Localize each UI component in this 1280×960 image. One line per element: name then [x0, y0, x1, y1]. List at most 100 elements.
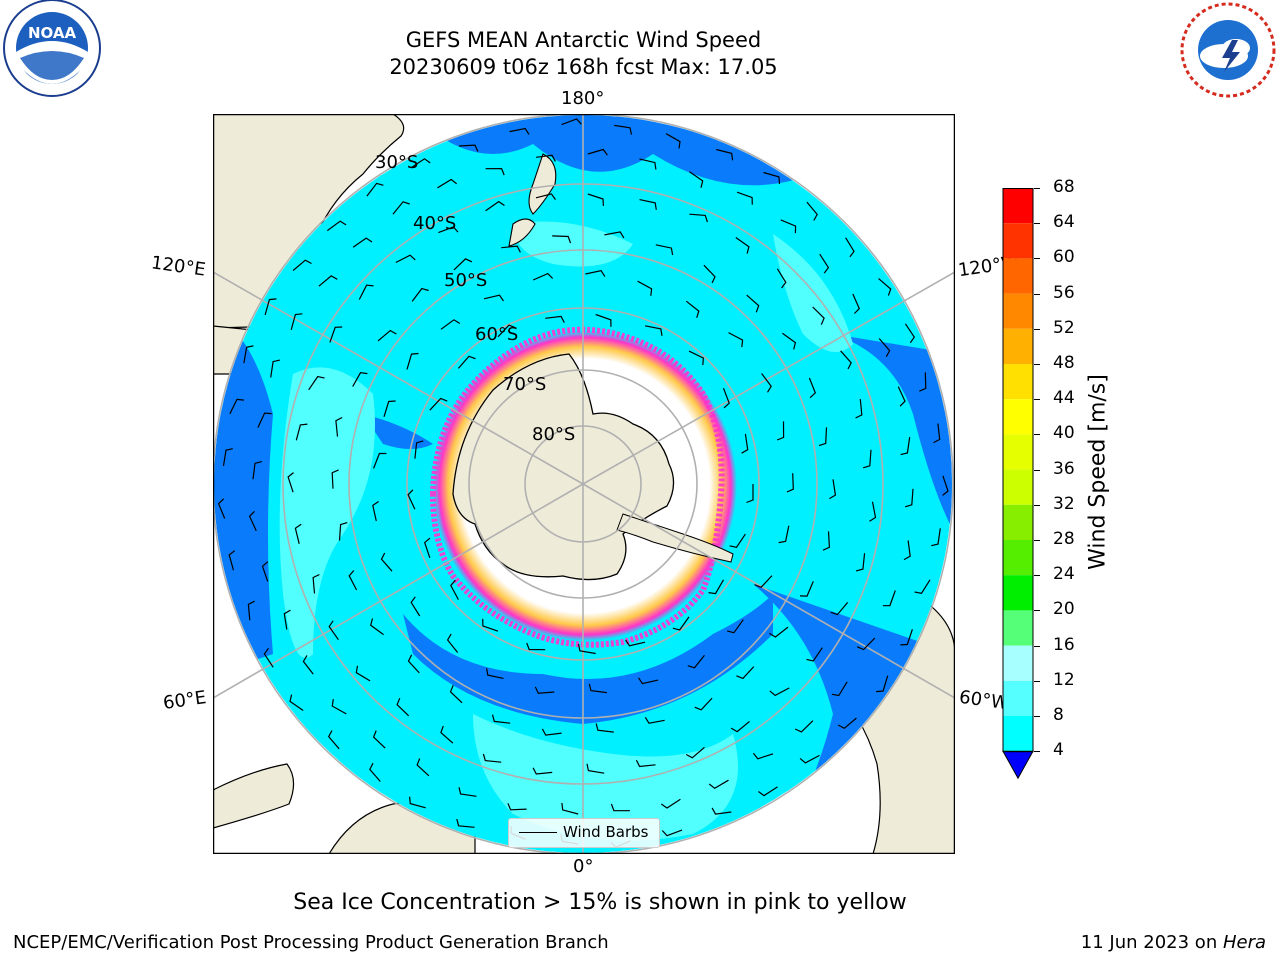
wind-barb: [532, 272, 554, 281]
lon-label-60e: 60°E: [161, 687, 208, 714]
colorbar-segment: [1003, 434, 1033, 470]
wind-barb: [769, 626, 789, 638]
colorbar-segment: [1003, 504, 1033, 540]
wind-barb: [416, 758, 430, 777]
antarctic-map: [212, 113, 956, 855]
wind-barb: [509, 127, 530, 135]
caption-wrap: Sea Ice Concentration > 15% is shown in …: [0, 890, 1280, 915]
nws-logo: [1176, 0, 1280, 100]
wind-barb: [876, 675, 889, 693]
wind-barb: [328, 620, 339, 641]
wind-barb: [752, 752, 774, 760]
wind-barb: [501, 245, 521, 253]
lat-label-70s: 70°S: [503, 374, 547, 395]
wind-barb: [552, 235, 572, 244]
wind-barb: [586, 763, 605, 774]
wind-barb: [326, 220, 347, 232]
colorbar-tick: [1034, 469, 1040, 471]
wind-barb: [716, 148, 734, 161]
wind-barb: [243, 345, 254, 364]
footer-date-text: 11 Jun 2023 on: [1080, 932, 1223, 953]
wind-barb: [900, 629, 913, 646]
wind-barb: [370, 618, 384, 636]
wind-barb: [688, 350, 705, 366]
wind-barb: [534, 686, 555, 694]
wind-barb: [248, 510, 257, 532]
wind-barb: [897, 386, 906, 407]
wind-barb: [708, 579, 725, 595]
wind-barb: [264, 298, 277, 316]
wind-barb: [456, 818, 475, 828]
wind-barb: [778, 525, 790, 544]
colorbar-segment: [1003, 188, 1033, 224]
wind-barb: [312, 573, 320, 594]
colorbar-label: Wind Speed [m/s]: [1085, 374, 1111, 570]
wind-barb: [782, 332, 797, 350]
colorbar-tick: [1034, 223, 1040, 225]
wind-barb: [869, 501, 877, 522]
wind-barb: [736, 666, 755, 680]
wind-barb: [338, 522, 348, 541]
lat-label-30s: 30°S: [375, 152, 419, 173]
wind-barb: [577, 643, 596, 655]
colorbar-segment: [1003, 575, 1033, 611]
wind-barb: [806, 647, 823, 662]
colorbar-segment: [1003, 680, 1033, 716]
colorbar-tick-label: 32: [1053, 493, 1075, 514]
colorbar-tick: [1034, 399, 1040, 401]
wind-barb: [222, 448, 233, 466]
wind-barb: [348, 570, 358, 591]
wind-barb: [483, 294, 504, 302]
wind-barb: [919, 372, 927, 392]
wind-barb: [450, 579, 459, 600]
wind-barb: [440, 319, 461, 330]
colorbar-tick-label: 8: [1053, 705, 1064, 725]
wind-barb: [292, 259, 312, 271]
footer-credit: NCEP/EMC/Verification Post Processing Pr…: [13, 932, 609, 953]
wind-barb: [722, 387, 730, 409]
wind-barb: [532, 767, 553, 775]
wind-barb: [335, 416, 343, 437]
colorbar-segment: [1003, 399, 1033, 435]
wind-barb: [730, 720, 750, 733]
wind-barb: [942, 475, 949, 496]
wind-barb: [331, 469, 339, 489]
wind-barb: [458, 787, 477, 797]
wind-barb: [614, 124, 633, 135]
wind-barb: [295, 423, 308, 441]
footer-host: Hera: [1222, 932, 1266, 953]
wind-barb: [355, 665, 371, 682]
colorbar-tick-label: 40: [1053, 423, 1075, 444]
colorbar-tick-label: 20: [1053, 599, 1075, 620]
wind-barb: [735, 237, 750, 254]
wind-barb: [507, 803, 527, 811]
wind-barb: [485, 200, 505, 212]
wind-barb: [711, 807, 732, 815]
wind-barb: [806, 201, 818, 221]
wind-barb: [457, 355, 476, 369]
wind-barb: [406, 352, 419, 370]
legend-line-icon: [519, 832, 557, 833]
wind-barb: [878, 338, 891, 358]
wind-barb: [882, 590, 896, 607]
wind-barb: [302, 655, 314, 675]
colorbar-under-arrow: [1002, 750, 1034, 780]
wind-barb: [644, 716, 665, 724]
colorbar-tick: [1034, 188, 1040, 189]
wind-barb: [794, 720, 814, 733]
colorbar-tick-label: 12: [1053, 669, 1075, 690]
wind-barb: [352, 237, 373, 248]
wind-barb: [318, 275, 338, 287]
wind-barb: [746, 484, 754, 504]
wind-barb: [407, 654, 420, 674]
colorbar-tick: [1034, 504, 1040, 506]
wind-barb: [687, 654, 705, 669]
wind-barb: [287, 472, 294, 493]
wind-barb: [769, 687, 790, 697]
wind-barb: [373, 452, 387, 469]
lat-label-80s: 80°S: [532, 424, 576, 445]
wind-barb: [595, 313, 612, 327]
colorbar-segment: [1003, 223, 1033, 259]
wind-barb: [458, 144, 479, 152]
wind-barb: [392, 201, 410, 215]
